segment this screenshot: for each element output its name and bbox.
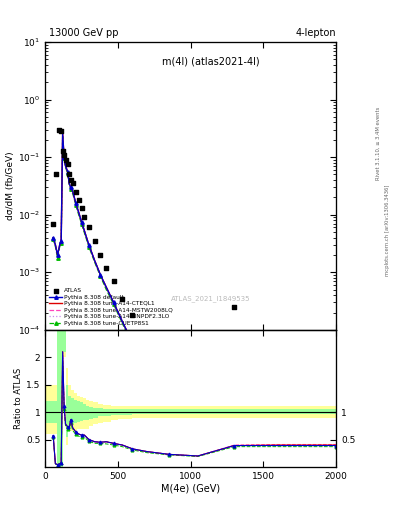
Point	[103, 264, 109, 272]
Point	[64, 160, 71, 168]
Text: Rivet 3.1.10, ≥ 3.4M events: Rivet 3.1.10, ≥ 3.4M events	[376, 106, 380, 180]
Point	[50, 220, 56, 228]
Point	[129, 311, 136, 319]
Point	[75, 196, 82, 204]
Point	[195, 383, 201, 392]
Point	[56, 125, 62, 134]
Point	[73, 188, 79, 196]
Text: m(4l) (atlas2021-4l): m(4l) (atlas2021-4l)	[162, 56, 260, 67]
Point	[92, 237, 98, 245]
Point	[97, 251, 104, 259]
Point	[110, 277, 117, 285]
Y-axis label: Ratio to ATLAS: Ratio to ATLAS	[14, 368, 23, 429]
Point	[62, 156, 69, 164]
Point	[79, 204, 85, 212]
Point	[119, 294, 125, 303]
X-axis label: M(4e) (GeV): M(4e) (GeV)	[161, 483, 220, 494]
Point	[59, 146, 66, 155]
Point	[53, 170, 59, 179]
Point	[70, 179, 76, 187]
Y-axis label: dσ/dM (fb/GeV): dσ/dM (fb/GeV)	[6, 152, 15, 220]
Point	[231, 303, 237, 311]
Point	[166, 356, 172, 364]
Point	[66, 170, 72, 179]
Point	[61, 151, 67, 159]
Point	[144, 331, 150, 339]
Point	[86, 223, 92, 231]
Point	[58, 127, 64, 136]
Text: ATLAS_2021_I1849535: ATLAS_2021_I1849535	[171, 295, 251, 302]
Text: 13000 GeV pp: 13000 GeV pp	[49, 28, 119, 38]
Text: 4-lepton: 4-lepton	[296, 28, 336, 38]
Text: mcplots.cern.ch [arXiv:1306.3436]: mcplots.cern.ch [arXiv:1306.3436]	[385, 185, 389, 276]
Legend: ATLAS, Pythia 8.308 default, Pythia 8.308 tune-A14-CTEQL1, Pythia 8.308 tune-A14: ATLAS, Pythia 8.308 default, Pythia 8.30…	[48, 287, 174, 327]
Point	[68, 176, 74, 184]
Point	[81, 214, 88, 222]
